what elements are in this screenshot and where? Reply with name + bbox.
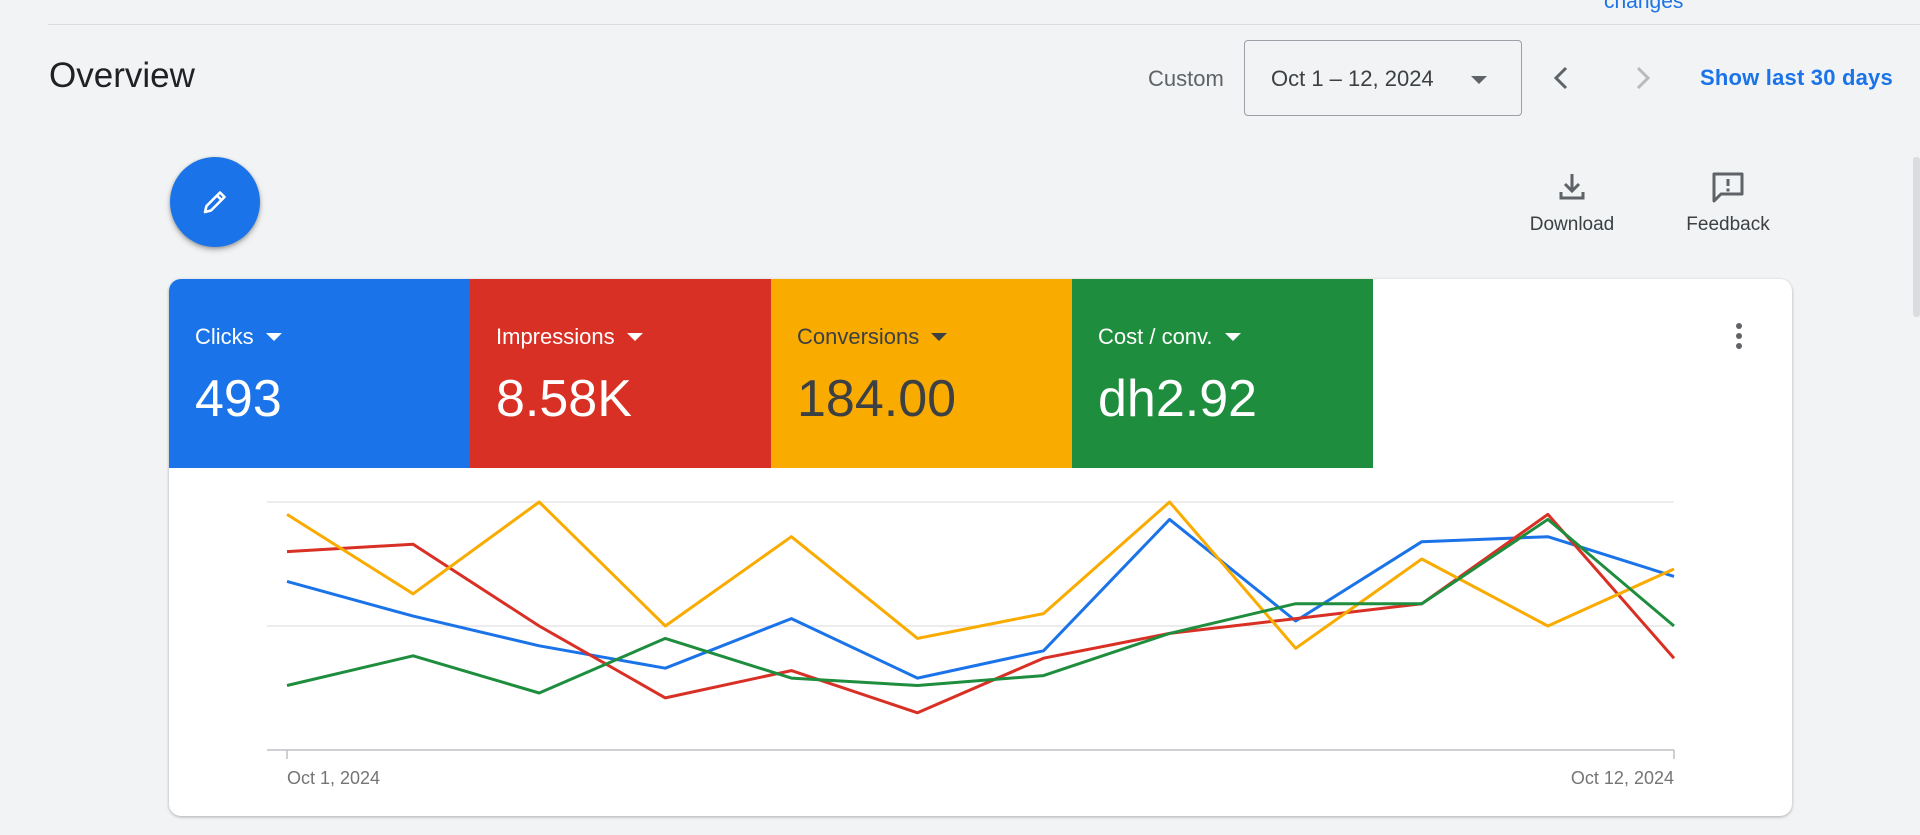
more-vert-icon-dot xyxy=(1736,323,1742,329)
next-period-button[interactable] xyxy=(1622,58,1662,98)
dropdown-caret-icon xyxy=(931,333,948,341)
page-title: Overview xyxy=(49,56,195,95)
chevron-right-icon xyxy=(1636,66,1651,90)
top-divider xyxy=(48,24,1920,25)
metric-tile-cost-per-conversion[interactable]: Cost / conv. dh2.92 xyxy=(1072,279,1373,468)
download-button[interactable]: Download xyxy=(1517,170,1627,236)
performance-line-chart: Oct 1, 2024 Oct 12, 2024 xyxy=(267,500,1676,788)
metric-value: dh2.92 xyxy=(1098,370,1258,428)
metric-value: 184.00 xyxy=(797,370,957,428)
more-options-button[interactable] xyxy=(1727,323,1751,357)
show-last-30-days-link[interactable]: Show last 30 days xyxy=(1700,65,1893,90)
page-scrollbar[interactable] xyxy=(1913,157,1920,317)
dropdown-caret-icon xyxy=(1471,76,1487,84)
dropdown-caret-icon xyxy=(1224,333,1241,341)
metric-name: Impressions xyxy=(496,324,615,349)
metric-tile-clicks[interactable]: Clicks 493 xyxy=(169,279,470,468)
metric-name: Cost / conv. xyxy=(1098,324,1213,349)
dropdown-caret-icon xyxy=(626,333,643,341)
metric-header: Conversions xyxy=(797,324,948,350)
feedback-button[interactable]: Feedback xyxy=(1673,170,1783,236)
chevron-left-icon xyxy=(1553,66,1568,90)
download-label: Download xyxy=(1529,214,1615,235)
feedback-label: Feedback xyxy=(1686,214,1770,235)
edit-fab-button[interactable] xyxy=(170,157,260,247)
changes-link[interactable]: changes xyxy=(1604,0,1684,13)
chart-x-axis: Oct 1, 2024 Oct 12, 2024 xyxy=(287,768,1674,788)
performance-chart-card: Clicks 493 Impressions 8.58K Conversions… xyxy=(169,279,1792,816)
more-vert-icon-dot xyxy=(1736,333,1742,339)
date-range-value: Oct 1 – 12, 2024 xyxy=(1271,66,1434,91)
series-line-impressions[interactable] xyxy=(286,512,1676,715)
x-axis-label-start: Oct 1, 2024 xyxy=(287,768,380,788)
metric-header: Clicks xyxy=(195,324,282,350)
date-range-picker[interactable]: Oct 1 – 12, 2024 xyxy=(1244,40,1522,116)
metric-tile-conversions[interactable]: Conversions 184.00 xyxy=(771,279,1072,468)
chart-gridlines xyxy=(267,501,1675,759)
metric-name: Clicks xyxy=(195,324,254,349)
pencil-icon xyxy=(203,191,226,214)
date-range-type-label: Custom xyxy=(1148,66,1224,91)
previous-period-button[interactable] xyxy=(1542,58,1582,98)
metric-value: 493 xyxy=(195,370,282,428)
metric-value: 8.58K xyxy=(496,370,632,428)
download-icon xyxy=(1559,174,1585,200)
feedback-icon xyxy=(1712,172,1744,203)
series-line-cost-conv[interactable] xyxy=(286,517,1675,695)
chart-series xyxy=(286,500,1676,715)
metric-tile-impressions[interactable]: Impressions 8.58K xyxy=(470,279,771,468)
metric-header: Cost / conv. xyxy=(1098,324,1241,350)
series-line-conversions[interactable] xyxy=(286,500,1675,650)
more-vert-icon-dot xyxy=(1736,343,1742,349)
metric-name: Conversions xyxy=(797,324,920,349)
series-line-clicks[interactable] xyxy=(286,517,1675,680)
x-axis-label-end: Oct 12, 2024 xyxy=(1571,768,1674,788)
dropdown-caret-icon xyxy=(265,333,282,341)
metric-header: Impressions xyxy=(496,324,643,350)
